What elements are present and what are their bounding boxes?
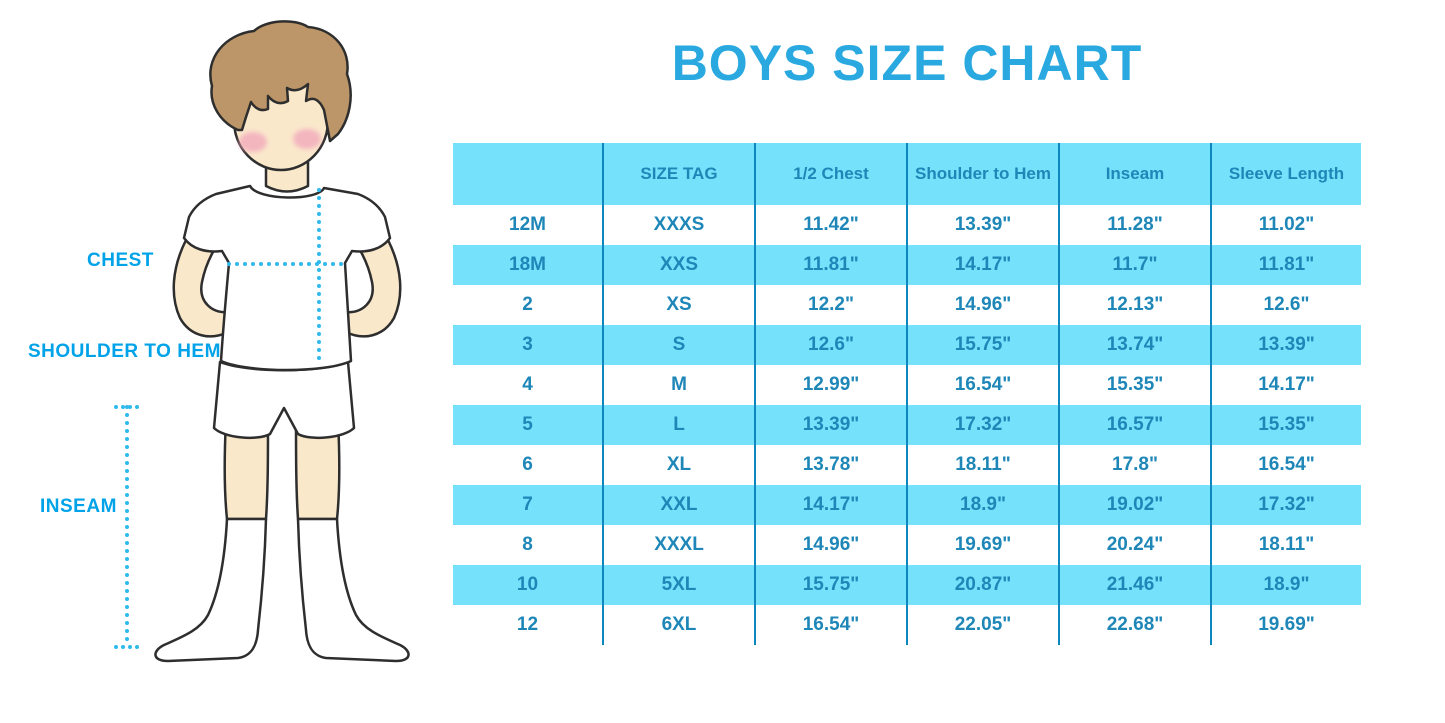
size-cell: 12.13" — [1058, 285, 1211, 325]
table-row: 5 L 13.39" 17.32" 16.57" 15.35" — [453, 405, 1361, 445]
size-cell: 11.28" — [1058, 205, 1211, 245]
column-header: Shoulder to Hem — [906, 143, 1059, 205]
size-cell: XXL — [602, 485, 755, 525]
size-cell: 18M — [453, 245, 603, 285]
size-cell: 18.11" — [1210, 525, 1361, 565]
boy-shorts — [212, 360, 356, 440]
size-cell: 14.17" — [906, 245, 1059, 285]
size-cell: XXS — [602, 245, 755, 285]
size-cell: 6 — [522, 454, 533, 475]
size-cell: 18.11" — [906, 445, 1059, 485]
size-cell: 13.78" — [754, 445, 907, 485]
size-cell: XXXS — [602, 205, 755, 245]
size-cell: 13.39" — [906, 205, 1059, 245]
size-cell: 11.42" — [754, 205, 907, 245]
boy-hair — [209, 20, 352, 143]
size-cell: L — [602, 405, 755, 445]
size-cell: 14.17" — [1210, 365, 1361, 405]
size-cell: 16.57" — [1058, 405, 1211, 445]
size-cell: 20.24" — [1058, 525, 1211, 565]
size-cell: 20.87" — [906, 565, 1059, 605]
size-cell: XXXL — [602, 525, 755, 565]
size-cell: 18.9" — [1210, 565, 1361, 605]
table-row: 3 S 12.6" 15.75" 13.74" 13.39" — [453, 325, 1361, 365]
size-cell: 5XL — [602, 565, 755, 605]
size-table-header-row: SIZE TAG 1/2 Chest Shoulder to Hem Inseam Sl… — [453, 143, 1361, 205]
size-cell: 14.17" — [754, 485, 907, 525]
size-cell: 8 — [522, 534, 533, 555]
size-cell: 22.05" — [906, 605, 1059, 645]
table-row: 6 XL 13.78" 18.11" 17.8" 16.54" — [453, 445, 1361, 485]
size-cell: 13.39" — [754, 405, 907, 445]
size-cell: M — [602, 365, 755, 405]
size-cell: 12.2" — [754, 285, 907, 325]
size-cell: 12.99" — [754, 365, 907, 405]
column-header: 1/2 Chest — [754, 143, 907, 205]
cheek-right — [293, 129, 321, 149]
column-header: Inseam — [1058, 143, 1211, 205]
size-cell: 19.69" — [906, 525, 1059, 565]
size-cell: 19.69" — [1210, 605, 1361, 645]
boy-figure-illustration — [114, 20, 410, 663]
size-cell: 11.7" — [1058, 245, 1211, 285]
table-row: 12 6XL 16.54" 22.05" 22.68" 19.69" — [453, 605, 1361, 645]
size-cell: 15.35" — [1210, 405, 1361, 445]
size-cell: 16.54" — [754, 605, 907, 645]
size-cell: 15.75" — [906, 325, 1059, 365]
size-table: SIZE TAG 1/2 Chest Shoulder to Hem Inseam Sl… — [453, 143, 1361, 645]
chest-label: CHEST — [87, 250, 154, 271]
size-cell: 13.39" — [1210, 325, 1361, 365]
column-header: Sleeve Length — [1210, 143, 1361, 205]
size-cell: 19.02" — [1058, 485, 1211, 525]
size-cell: 11.81" — [1210, 245, 1361, 285]
size-cell: 11.81" — [754, 245, 907, 285]
size-cell: 3 — [453, 325, 603, 365]
boy-socks — [154, 517, 410, 663]
size-cell: 15.75" — [754, 565, 907, 605]
table-row: 18M XXS 11.81" 14.17" 11.7" 11.81" — [453, 245, 1361, 285]
size-cell: XL — [602, 445, 755, 485]
size-cell: 16.54" — [1210, 445, 1361, 485]
size-cell: 4 — [522, 374, 533, 395]
column-header: SIZE TAG — [602, 143, 755, 205]
size-cell: 22.68" — [1058, 605, 1211, 645]
table-row: 4 M 12.99" 16.54" 15.35" 14.17" — [453, 365, 1361, 405]
size-cell: 6XL — [602, 605, 755, 645]
size-cell: 12.6" — [754, 325, 907, 365]
boy-tshirt — [182, 184, 392, 372]
table-row: 7 XXL 14.17" 18.9" 19.02" 17.32" — [453, 485, 1361, 525]
size-cell: 15.35" — [1058, 365, 1211, 405]
size-cell: 5 — [453, 405, 603, 445]
inseam-label: INSEAM — [40, 496, 117, 517]
size-cell: S — [602, 325, 755, 365]
table-row: 2 XS 12.2" 14.96" 12.13" 12.6" — [453, 285, 1361, 325]
size-cell: 17.32" — [1210, 485, 1361, 525]
size-cell: 13.74" — [1058, 325, 1211, 365]
size-cell: 10 — [453, 565, 603, 605]
page-title: BOYS SIZE CHART — [671, 35, 1143, 91]
size-cell: 17.32" — [906, 405, 1059, 445]
size-cell: 11.02" — [1210, 205, 1361, 245]
size-cell: 16.54" — [906, 365, 1059, 405]
size-cell: 17.8" — [1058, 445, 1211, 485]
size-cell: XS — [602, 285, 755, 325]
shoulder-to-hem-label: SHOULDER TO HEM — [28, 341, 221, 362]
size-cell: 7 — [453, 485, 603, 525]
size-cell: 12 — [516, 614, 539, 635]
table-row: 10 5XL 15.75" 20.87" 21.46" 18.9" — [453, 565, 1361, 605]
table-row: 12M XXXS 11.42" 13.39" 11.28" 11.02" — [453, 205, 1361, 245]
size-cell: 14.96" — [754, 525, 907, 565]
size-table-body: 12M XXXS 11.42" 13.39" 11.28" 11.02" 18M XXS 11.… — [453, 205, 1361, 645]
size-cell: 21.46" — [1058, 565, 1211, 605]
table-row: 8 XXXL 14.96" 19.69" 20.24" 18.11" — [453, 525, 1361, 565]
size-cell: 14.96" — [906, 285, 1059, 325]
size-cell: 2 — [522, 294, 533, 315]
size-cell: 12.6" — [1210, 285, 1361, 325]
size-cell: 18.9" — [906, 485, 1059, 525]
column-header — [453, 143, 603, 205]
cheek-left — [239, 132, 267, 152]
size-cell: 12M — [509, 214, 546, 235]
